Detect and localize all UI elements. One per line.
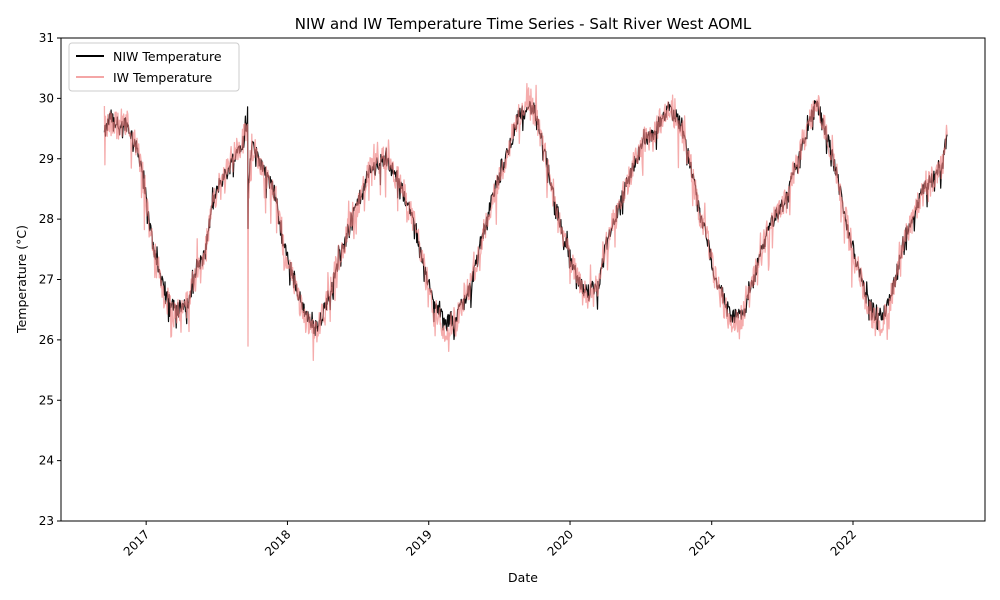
chart-title: NIW and IW Temperature Time Series - Sal…	[295, 15, 752, 33]
y-axis-label: Temperature (°C)	[14, 225, 29, 334]
y-tick-label: 24	[39, 454, 54, 468]
y-tick-label: 31	[39, 31, 54, 45]
legend: NIW Temperature IW Temperature	[68, 42, 240, 92]
y-tick-label: 27	[39, 273, 54, 287]
legend-box	[68, 42, 240, 92]
y-tick-label: 23	[39, 514, 54, 528]
y-axis: 23 24 25 26 27 28 29 30 31	[39, 31, 61, 528]
y-tick-label: 29	[39, 152, 54, 166]
plot-area	[103, 82, 948, 362]
y-tick-label: 28	[39, 212, 54, 226]
x-axis-label: Date	[508, 570, 538, 585]
y-tick-label: 30	[39, 91, 54, 105]
legend-label-niw: NIW Temperature	[113, 49, 222, 64]
y-tick-label: 26	[39, 333, 54, 347]
plot-frame	[60, 37, 986, 522]
y-tick-label: 25	[39, 393, 54, 407]
series-line-iw	[103, 82, 948, 362]
legend-label-iw: IW Temperature	[113, 70, 213, 85]
